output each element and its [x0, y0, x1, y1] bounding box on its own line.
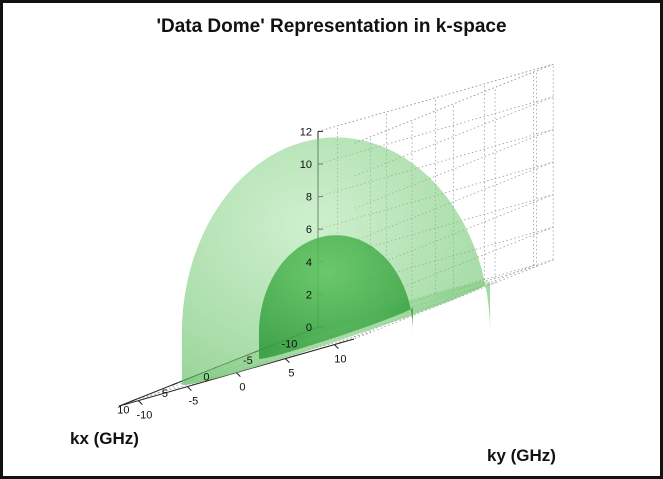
- grid-line: [135, 332, 371, 400]
- y-axis-label: ky (GHz): [487, 446, 556, 465]
- x-axis-label: kx (GHz): [70, 429, 139, 448]
- x-tick-label: 10: [117, 405, 129, 417]
- z-tick-label: 0: [306, 322, 312, 334]
- y-tick-mark: [138, 400, 143, 405]
- z-tick-label: 6: [306, 224, 312, 236]
- y-tick-label: -5: [189, 396, 199, 408]
- y-tick-mark: [187, 386, 192, 391]
- z-tick-label: 12: [300, 126, 312, 138]
- grid-line: [317, 63, 554, 132]
- inner-dome-surface: [259, 235, 413, 359]
- grid-line: [353, 63, 554, 144]
- x-tick-label: 0: [203, 372, 209, 384]
- y-tick-label: -10: [136, 410, 152, 422]
- x-tick-label: -10: [281, 339, 297, 351]
- y-tick-mark: [236, 372, 241, 377]
- y-tick-label: 0: [239, 382, 245, 394]
- y-tick-mark: [334, 344, 339, 349]
- x-tick-label: 5: [162, 388, 168, 400]
- z-tick-label: 10: [300, 159, 312, 171]
- z-tick-label: 4: [306, 257, 312, 269]
- y-tick-label: 10: [334, 354, 346, 366]
- x-tick-mark: [171, 382, 178, 386]
- x-tick-label: -5: [243, 355, 253, 367]
- dome-surfaces: [181, 137, 491, 385]
- x-tick-mark: [130, 399, 136, 403]
- z-tick-label: 2: [306, 289, 312, 301]
- chart-title: 'Data Dome' Representation in k-space: [156, 16, 507, 37]
- y-tick-mark: [285, 358, 290, 363]
- z-tick-label: 8: [306, 192, 312, 204]
- tick-labels: 0 2 4 6 8 10 12 -10 -5 0 5 10 -10 -5 0 5 10: [117, 126, 346, 421]
- y-tick-label: 5: [288, 368, 294, 380]
